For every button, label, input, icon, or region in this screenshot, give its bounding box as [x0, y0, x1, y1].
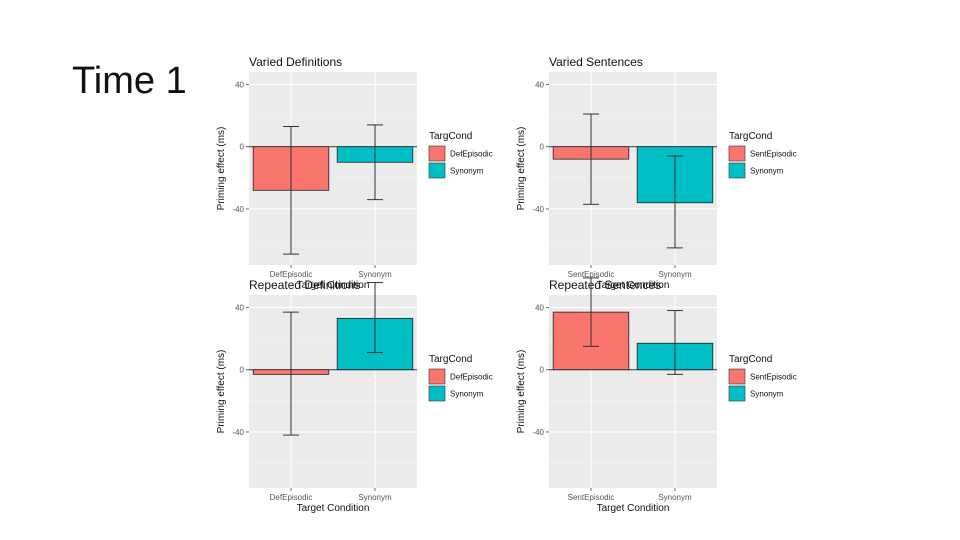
- y-tick-label: 0: [240, 143, 245, 152]
- legend-key-sentepisodic: [728, 145, 746, 162]
- legend-key-defepisodic: [428, 368, 446, 385]
- legend-label: DefEpisodic: [450, 373, 493, 382]
- legend-title: TargCond: [729, 131, 772, 142]
- legend-key-sentepisodic: [728, 368, 746, 385]
- y-tick-label: -40: [532, 205, 544, 214]
- chart-title: Repeated Definitions: [249, 278, 360, 292]
- x-axis-label: Target Condition: [597, 280, 670, 291]
- y-axis-label: Priming effect (ms): [516, 127, 527, 211]
- chart-repeated-sentences: Repeated Sentences 40 0 -40 SentEpisodic Syno…: [516, 277, 797, 514]
- legend-label: SentEpisodic: [750, 373, 797, 382]
- y-tick-label: 40: [235, 303, 244, 312]
- legend-label: Synonym: [750, 167, 784, 176]
- chart-varied-sentences: Varied Sentences 40 0 -40 SentEpisodic Synony…: [516, 55, 797, 291]
- x-axis-label: Target Condition: [297, 280, 370, 291]
- x-axis-label: Target Condition: [597, 503, 670, 514]
- legend-label: Synonym: [750, 390, 784, 399]
- x-tick-label: DefEpisodic: [270, 270, 313, 279]
- legend-key-defepisodic: [428, 145, 446, 162]
- x-tick-label: Synonym: [658, 270, 692, 279]
- x-tick-label: Synonym: [658, 493, 692, 502]
- y-tick-label: 0: [540, 366, 545, 375]
- y-tick-label: 0: [540, 143, 545, 152]
- legend-title: TargCond: [429, 354, 472, 365]
- x-tick-label: Synonym: [358, 493, 392, 502]
- legend-key-synonym: [728, 162, 746, 179]
- chart-title: Repeated Sentences: [549, 278, 661, 292]
- legend-key-synonym: [428, 162, 446, 179]
- y-tick-label: 40: [535, 303, 544, 312]
- slide-title: Time 1: [72, 60, 187, 102]
- x-tick-label: SentEpisodic: [568, 270, 615, 279]
- x-tick-label: DefEpisodic: [270, 493, 313, 502]
- chart-repeated-definitions: Repeated Definitions 40 0 -40 DefEpisodic Syn…: [216, 278, 493, 514]
- chart-title: Varied Sentences: [549, 55, 643, 69]
- y-axis-label: Priming effect (ms): [216, 350, 227, 434]
- y-axis-label: Priming effect (ms): [516, 350, 527, 434]
- y-tick-label: 40: [535, 80, 544, 89]
- y-tick-label: -40: [232, 428, 244, 437]
- chart-title: Varied Definitions: [249, 55, 342, 69]
- y-tick-label: 40: [235, 80, 244, 89]
- x-axis-label: Target Condition: [297, 503, 370, 514]
- x-tick-label: Synonym: [358, 270, 392, 279]
- y-tick-label: -40: [232, 205, 244, 214]
- legend-label: DefEpisodic: [450, 150, 493, 159]
- y-tick-label: -40: [532, 428, 544, 437]
- y-axis-label: Priming effect (ms): [216, 127, 227, 211]
- legend-title: TargCond: [429, 131, 472, 142]
- legend-title: TargCond: [729, 354, 772, 365]
- y-tick-label: 0: [240, 366, 245, 375]
- legend-label: SentEpisodic: [750, 150, 797, 159]
- legend-key-synonym: [428, 385, 446, 402]
- x-tick-label: SentEpisodic: [568, 493, 615, 502]
- chart-varied-definitions: Varied Definitions 40 0 -40 DefEpisodic Synon…: [216, 55, 493, 291]
- legend-label: Synonym: [450, 390, 484, 399]
- legend-label: Synonym: [450, 167, 484, 176]
- legend-key-synonym: [728, 385, 746, 402]
